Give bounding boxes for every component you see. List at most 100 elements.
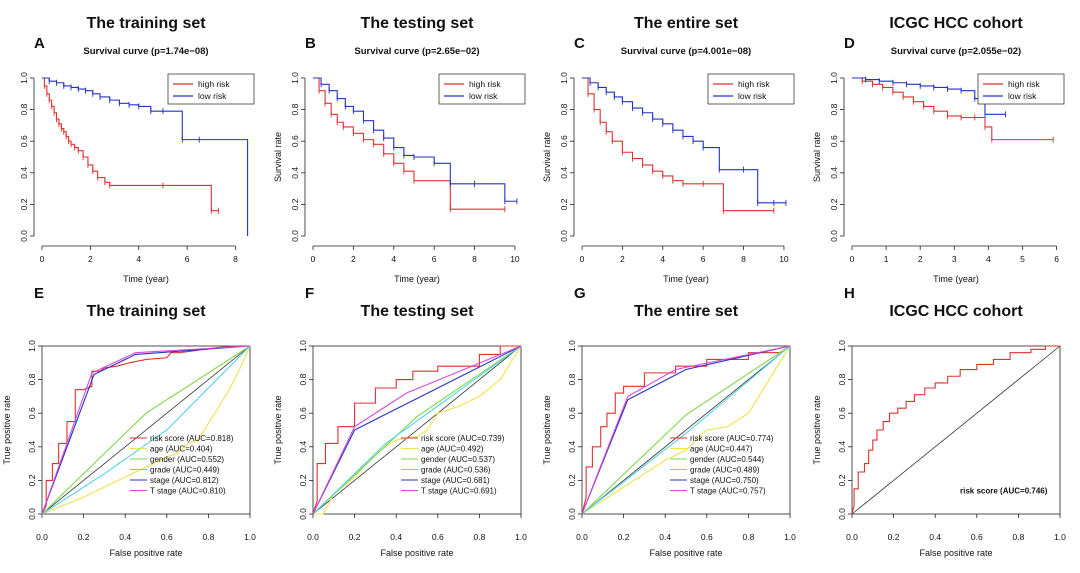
- legend-label: high risk: [198, 79, 230, 89]
- x-tick-label: 0.6: [701, 532, 713, 542]
- legend-box: [977, 73, 1065, 105]
- x-tick-label: 4: [660, 254, 665, 264]
- y-tick-label: 0.8: [837, 373, 847, 385]
- y-axis-label: True positive rate: [273, 395, 283, 464]
- x-tick-label: 10: [510, 254, 520, 264]
- x-tick-label: 1.0: [244, 532, 256, 542]
- y-tick-label: 1.0: [829, 72, 839, 84]
- legend-label: low risk: [738, 91, 767, 101]
- series-line: [581, 345, 791, 515]
- x-tick-label: 2: [918, 254, 923, 264]
- series-line: [41, 345, 251, 515]
- x-axis-label: Time (year): [394, 274, 440, 284]
- x-tick-label: 2: [88, 254, 93, 264]
- y-tick-label: 1.0: [567, 340, 577, 352]
- plot-frame: [41, 345, 251, 515]
- panel-letter: B: [305, 35, 316, 52]
- x-tick-label: 1.0: [1054, 532, 1066, 542]
- y-tick-label: 0.6: [27, 407, 37, 419]
- y-tick-label: 0.2: [829, 198, 839, 210]
- chart-subtitle: Survival curve (p=2.65e−02): [354, 46, 479, 57]
- y-tick-label: 0.4: [290, 167, 300, 179]
- chart-subtitle: Survival curve (p=4.001e−08): [621, 46, 751, 57]
- series-line: [41, 345, 250, 515]
- y-axis-label: Survival rate: [542, 132, 552, 182]
- y-tick-label: 0.0: [27, 508, 37, 520]
- x-tick-label: 0.0: [36, 532, 48, 542]
- y-tick-label: 0.0: [19, 230, 29, 242]
- y-tick-label: 0.8: [559, 103, 569, 115]
- x-tick-label: 1: [884, 254, 889, 264]
- series-line: [312, 345, 522, 515]
- panel-letter: C: [574, 35, 585, 52]
- legend-label: T stage (AUC=0.691): [421, 487, 497, 496]
- legend-label: risk score (AUC=0.818): [150, 434, 234, 443]
- y-tick-label: 0.2: [19, 198, 29, 210]
- legend-label: high risk: [469, 79, 501, 89]
- legend-label: gender (AUC=0.544): [690, 455, 764, 464]
- x-tick-label: 0.8: [1012, 532, 1024, 542]
- y-tick-label: 1.0: [290, 72, 300, 84]
- series-line: [581, 345, 791, 515]
- y-tick-label: 0.8: [19, 103, 29, 115]
- y-tick-label: 0.4: [559, 167, 569, 179]
- series-line: [581, 345, 791, 515]
- legend-label: high risk: [1008, 79, 1040, 89]
- y-tick-label: 0.2: [559, 198, 569, 210]
- x-axis-label: Time (year): [663, 274, 709, 284]
- y-tick-label: 0.8: [290, 103, 300, 115]
- panel-title: The testing set: [361, 15, 475, 32]
- x-tick-label: 6: [432, 254, 437, 264]
- panel-letter: E: [34, 285, 44, 302]
- panel-title: The entire set: [634, 15, 739, 32]
- y-tick-label: 1.0: [27, 340, 37, 352]
- panel-title: The training set: [86, 15, 206, 32]
- series-line: [313, 77, 505, 210]
- series-line: [851, 345, 1060, 515]
- x-tick-label: 0.6: [432, 532, 444, 542]
- legend-label: low risk: [469, 91, 498, 101]
- y-tick-label: 0.4: [27, 441, 37, 453]
- y-tick-label: 0.6: [567, 407, 577, 419]
- legend-label: age (AUC=0.492): [421, 445, 484, 454]
- legend-box: [707, 73, 795, 105]
- y-tick-label: 0.8: [567, 373, 577, 385]
- series-line: [41, 345, 251, 515]
- series-line: [852, 77, 1054, 141]
- legend-label: grade (AUC=0.536): [421, 466, 491, 475]
- x-tick-label: 0: [40, 254, 45, 264]
- panel-f: F The testing set 0.0 0.2 0.4 0.6 0.8 1.0 0.0 0.2…: [273, 285, 527, 558]
- legend-label: high risk: [738, 79, 770, 89]
- y-axis-label: True positive rate: [2, 395, 12, 464]
- legend-label: T stage (AUC=0.810): [150, 487, 226, 496]
- x-tick-label: 8: [472, 254, 477, 264]
- reference-diagonal: [41, 345, 251, 515]
- x-tick-label: 4: [136, 254, 141, 264]
- x-tick-label: 0.0: [307, 532, 319, 542]
- y-tick-label: 1.0: [298, 340, 308, 352]
- y-tick-label: 0.0: [298, 508, 308, 520]
- x-tick-label: 0.2: [349, 532, 361, 542]
- x-tick-label: 6: [1054, 254, 1059, 264]
- y-tick-label: 0.6: [19, 135, 29, 147]
- legend-label: low risk: [198, 91, 227, 101]
- y-tick-label: 0.0: [829, 230, 839, 242]
- legend-label: risk score (AUC=0.774): [690, 434, 774, 443]
- panel-letter: A: [34, 35, 45, 52]
- x-tick-label: 0.8: [202, 532, 214, 542]
- x-tick-label: 5: [1020, 254, 1025, 264]
- x-axis-label: Time (year): [933, 274, 979, 284]
- y-tick-label: 0.6: [298, 407, 308, 419]
- x-tick-label: 0: [580, 254, 585, 264]
- panel-a: A The training set Survival curve (p=1.74e…: [19, 15, 255, 284]
- y-tick-label: 0.4: [837, 441, 847, 453]
- y-tick-label: 0.2: [298, 474, 308, 486]
- panel-g: G The entire set 0.0 0.2 0.4 0.6 0.8 1.0 0.0 0.2 0…: [542, 285, 796, 558]
- x-tick-label: 0.8: [473, 532, 485, 542]
- y-tick-label: 0.8: [829, 103, 839, 115]
- legend-label: grade (AUC=0.489): [690, 466, 760, 475]
- series-line: [312, 345, 521, 515]
- y-tick-label: 0.2: [290, 198, 300, 210]
